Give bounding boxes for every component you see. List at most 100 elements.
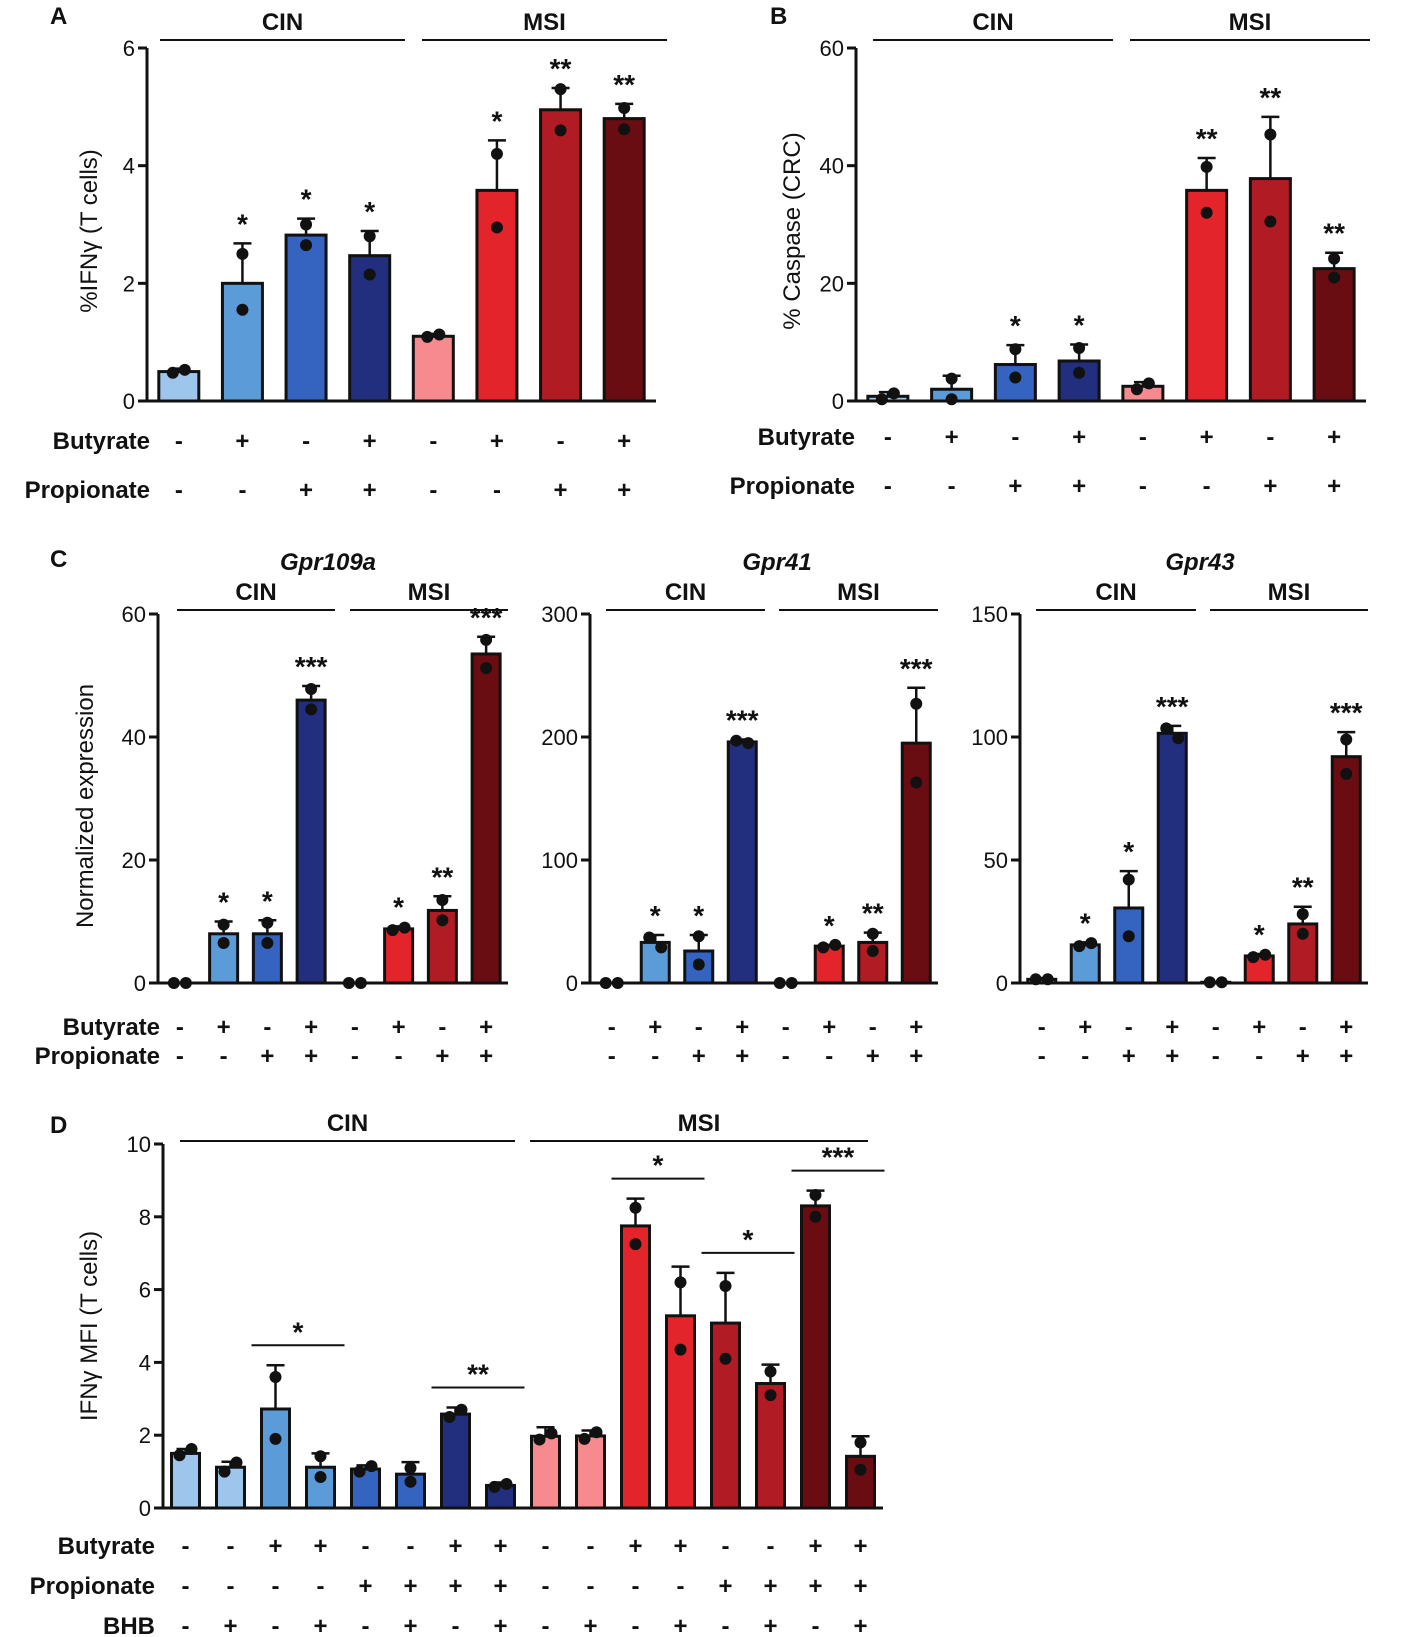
panel-label-c: C [50, 546, 67, 573]
data-point-c2 [730, 734, 743, 747]
data-point-c3 [1029, 973, 1042, 986]
data-point-c1 [261, 937, 274, 950]
treatment-sign-b: - [948, 473, 956, 500]
data-point-d [353, 1465, 366, 1478]
treatment-sign-d: - [677, 1573, 685, 1600]
treatment-sign-c1: + [304, 1043, 318, 1070]
significance-label-c3: * [1123, 836, 1134, 867]
significance-label-c1: ** [431, 861, 453, 892]
treatment-sign-c3: - [1038, 1014, 1046, 1041]
significance-label-b: ** [1323, 218, 1345, 249]
data-point-a [490, 147, 503, 160]
treatment-sign-c2: + [909, 1043, 923, 1070]
treatment-sign-c1: - [263, 1014, 271, 1041]
chart-title-gpr41: Gpr41 [742, 549, 811, 576]
significance-label-c1: * [393, 891, 404, 922]
y-tick-label-d: 0 [139, 1496, 151, 1521]
data-point-d [365, 1460, 378, 1473]
treatment-sign-c1: - [220, 1043, 228, 1070]
significance-label-a: ** [613, 69, 635, 100]
y-tick-label-b: 60 [820, 36, 844, 61]
significance-label-a: ** [550, 53, 572, 84]
comparison-label-d: * [653, 1150, 664, 1181]
treatment-sign-c1: - [438, 1014, 446, 1041]
data-point-c1 [436, 893, 449, 906]
treatment-sign-a: + [490, 428, 504, 455]
data-point-c1 [480, 662, 493, 675]
treatment-sign-d: - [362, 1613, 370, 1637]
y-tick-label-a: 4 [123, 154, 135, 179]
data-point-d [488, 1480, 501, 1493]
data-point-d [314, 1471, 327, 1484]
data-point-c2 [910, 697, 923, 710]
treatment-sign-a: - [493, 477, 501, 504]
panel-label-b: B [770, 3, 787, 30]
treatment-sign-d: - [722, 1613, 730, 1637]
data-point-d [764, 1365, 777, 1378]
bar-d [260, 1407, 291, 1510]
data-point-c2 [910, 776, 923, 789]
row-label-b: Butyrate [758, 424, 855, 451]
treatment-sign-c2: - [651, 1043, 659, 1070]
treatment-sign-c3: + [1078, 1014, 1092, 1041]
data-point-c2 [785, 977, 798, 989]
treatment-sign-b: - [1203, 473, 1211, 500]
treatment-sign-c3: - [1212, 1014, 1220, 1041]
data-point-c1 [354, 977, 367, 989]
data-point-a [554, 83, 567, 96]
data-point-d [578, 1432, 591, 1445]
data-point-d [590, 1426, 603, 1439]
treatment-sign-c3: - [1212, 1043, 1220, 1070]
data-point-a [433, 328, 446, 341]
group-label-c2: CIN [665, 579, 706, 606]
row-label-c1: Butyrate [63, 1014, 160, 1041]
data-point-c2 [773, 977, 786, 989]
group-label-a: MSI [523, 9, 566, 36]
treatment-sign-c2: + [735, 1043, 749, 1070]
treatment-sign-c3: + [1296, 1043, 1310, 1070]
data-point-c2 [692, 930, 705, 943]
data-point-d [455, 1403, 468, 1416]
y-axis-label-d: IFNγ MFI (T cells) [76, 1231, 103, 1421]
treatment-sign-d: - [812, 1613, 820, 1637]
bar-d [755, 1382, 786, 1510]
group-label-c2: MSI [837, 579, 880, 606]
bar-b [1248, 177, 1292, 403]
significance-label-c2: ** [862, 898, 884, 929]
chart-title-gpr109a: Gpr109a [280, 549, 376, 576]
treatment-sign-c2: - [869, 1014, 877, 1041]
treatment-sign-d: + [853, 1613, 867, 1637]
treatment-sign-c2: - [608, 1014, 616, 1041]
data-point-c1 [179, 977, 192, 989]
significance-label-a: * [364, 196, 375, 227]
data-point-d [854, 1463, 867, 1476]
treatment-sign-c3: + [1339, 1043, 1353, 1070]
treatment-sign-d: + [673, 1613, 687, 1637]
treatment-sign-d: + [763, 1573, 777, 1600]
treatment-sign-d: - [452, 1613, 460, 1637]
significance-label-a: * [491, 105, 502, 136]
significance-label-b: ** [1196, 123, 1218, 154]
data-point-b [875, 393, 888, 406]
data-point-c1 [305, 703, 318, 716]
data-point-d [404, 1461, 417, 1474]
y-tick-label-b: 0 [832, 389, 844, 414]
treatment-sign-d: - [632, 1613, 640, 1637]
treatment-sign-a: - [302, 428, 310, 455]
comparison-label-d: * [293, 1316, 304, 1347]
treatment-sign-d: - [542, 1613, 550, 1637]
data-point-b [1264, 128, 1277, 141]
data-point-c2 [611, 977, 624, 989]
data-point-d [719, 1279, 732, 1292]
data-point-a [236, 247, 249, 260]
bar-d [530, 1434, 561, 1510]
significance-label-b: ** [1259, 82, 1281, 113]
treatment-sign-c2: - [782, 1043, 790, 1070]
data-point-a [300, 218, 313, 231]
treatment-sign-a: - [429, 428, 437, 455]
data-point-c1 [305, 683, 318, 696]
significance-label-b: * [1010, 310, 1021, 341]
significance-label-c3: *** [1156, 691, 1189, 722]
treatment-sign-a: - [429, 477, 437, 504]
